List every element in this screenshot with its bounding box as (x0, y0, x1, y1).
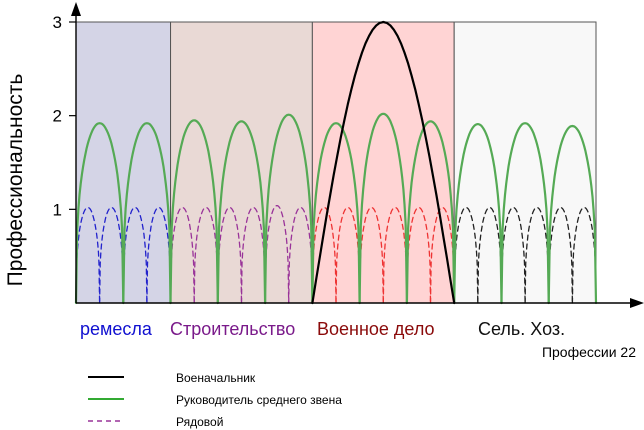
y-tick-label: 1 (53, 200, 62, 219)
series-2-arch (169, 119, 219, 305)
series-3-arch (169, 206, 195, 304)
x-axis-arrow-icon (630, 298, 644, 308)
series-3-arch (264, 204, 290, 304)
series-3-arch (477, 206, 503, 304)
series-3-arch (429, 206, 455, 304)
legend-label: Военачальник (176, 371, 256, 385)
legend: Военачальник Руководитель среднего звена Р… (88, 371, 342, 429)
region-label: Военное дело (317, 319, 435, 339)
series-2-arch (500, 122, 550, 305)
series-3-arch (288, 206, 314, 304)
series-3-arch (240, 206, 266, 304)
series-2-arch (547, 124, 598, 305)
series-3-arch (453, 206, 479, 304)
series-3-arch (548, 206, 574, 304)
series-2-arch (74, 122, 125, 305)
axes (71, 2, 644, 308)
x-axis-label: Профессии 22 (542, 344, 636, 360)
series-3-arch (217, 206, 243, 304)
region-2-background (170, 21, 313, 304)
region-4-background (453, 21, 597, 304)
series-3-arch (146, 206, 172, 304)
series-3-arch (75, 206, 101, 304)
y-tick-label: 3 (53, 13, 62, 32)
y-axis-arrow-icon (71, 2, 81, 16)
y-axis-label: Профессиональность (4, 74, 27, 287)
series-2-arch (122, 122, 172, 305)
region-label: Строительство (170, 319, 295, 339)
series-2-arch (216, 120, 267, 305)
legend-label: Рядовой (176, 415, 223, 429)
series-1-arch (311, 20, 456, 305)
region-3-background (311, 21, 455, 304)
series-3-arch (571, 206, 597, 304)
y-tick-label: 2 (53, 107, 62, 126)
series-3-arch (98, 206, 124, 304)
series-2-arch (358, 112, 408, 305)
series-lines (74, 20, 598, 305)
series-3-arch (193, 206, 219, 304)
region-label: Сель. Хоз. (478, 319, 565, 339)
region-label: ремесла (80, 319, 153, 339)
series-2-arch (405, 120, 456, 305)
series-2-arch (453, 123, 503, 305)
series-3-arch (406, 206, 432, 304)
series-3-arch (382, 206, 408, 304)
series-3-arch (500, 206, 526, 304)
series-3-arch (335, 206, 361, 304)
legend-label: Руководитель среднего звена (176, 393, 342, 407)
series-3-arch (358, 206, 384, 304)
y-ticks: 1 2 3 (53, 13, 76, 219)
series-3-arch (122, 206, 148, 304)
series-2-arch (264, 113, 314, 305)
region-labels: ремесла Строительство Военное дело Сель. Хо… (80, 319, 565, 339)
series-3-arch (524, 206, 550, 304)
series-3-arch (311, 206, 337, 304)
series-2-arch (311, 122, 361, 305)
